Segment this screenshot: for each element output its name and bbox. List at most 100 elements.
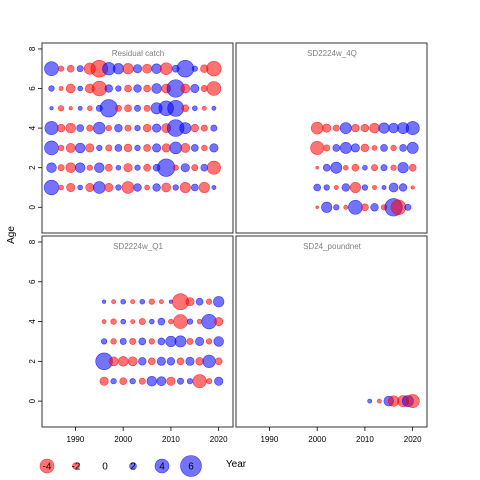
bubble-point xyxy=(399,144,407,152)
bubble-point xyxy=(77,85,83,92)
legend-label: -4 xyxy=(43,462,52,473)
bubble-point xyxy=(127,356,138,367)
legend-bubble xyxy=(180,455,202,477)
panel-title-residual-catch: Residual catch xyxy=(112,49,164,58)
bubble-point xyxy=(123,163,133,173)
bubble-point xyxy=(198,181,210,194)
bubble-point xyxy=(142,123,152,133)
bubble-point xyxy=(152,143,162,153)
bubble-point xyxy=(133,64,143,74)
bubble-point xyxy=(371,145,378,151)
bubble-point xyxy=(349,181,361,194)
y-axis-top: 0 2 4 6 8 xyxy=(28,46,42,209)
bubble-point xyxy=(388,122,399,134)
bubble-point xyxy=(122,63,134,75)
bubble-point xyxy=(351,123,360,133)
bubble-point xyxy=(174,335,187,348)
panel-title-sd2224w-4q: SD2224w_4Q xyxy=(307,49,357,58)
bubble-point xyxy=(99,99,118,118)
bubble-point xyxy=(179,181,191,194)
bubble-point xyxy=(180,83,191,94)
y-tick-label: 0 xyxy=(28,204,37,209)
bubble-point xyxy=(85,183,95,193)
bubble-point xyxy=(186,337,194,345)
bubble-point xyxy=(206,338,213,345)
bubble-point xyxy=(77,105,83,111)
bubble-point xyxy=(191,164,199,172)
bubble-point xyxy=(66,183,76,193)
bubble-point xyxy=(370,203,379,212)
x-tick-label: 2000 xyxy=(114,435,132,444)
bubble-point xyxy=(173,314,188,329)
bubble-point xyxy=(404,203,412,211)
bubble-point xyxy=(405,121,420,136)
bubble-point xyxy=(397,162,409,174)
bubble-point xyxy=(213,296,225,308)
bubble-point xyxy=(148,298,155,305)
bubble-point xyxy=(105,125,112,132)
bubble-point xyxy=(96,144,103,151)
legend-label: 2 xyxy=(130,462,136,473)
y-tick-label: 8 xyxy=(28,239,37,244)
bubble-point xyxy=(186,378,194,385)
panel-frame xyxy=(41,235,234,428)
bubble-point xyxy=(117,356,129,367)
bubble-point xyxy=(65,143,76,153)
bubble-point xyxy=(138,318,146,326)
bubble-point xyxy=(66,64,75,73)
bubble-point xyxy=(133,84,142,93)
bubble-point xyxy=(105,144,113,152)
bubble-point xyxy=(362,164,368,171)
y-tick-label: 2 xyxy=(28,359,37,364)
bubble-point xyxy=(142,63,152,74)
x-axis-left: 1990 2000 2010 2020 xyxy=(67,427,228,444)
bubble-point xyxy=(105,163,113,172)
bubble-point xyxy=(94,162,105,173)
bubble-point xyxy=(44,61,59,76)
x-tick-label: 2010 xyxy=(356,435,374,444)
bubble-point xyxy=(390,144,397,151)
bubble-point xyxy=(206,378,213,385)
bubble-point xyxy=(159,62,173,75)
y-tick-label: 2 xyxy=(28,165,37,170)
bubble-point xyxy=(111,299,116,305)
bubble-point xyxy=(115,164,122,171)
y-tick-label: 4 xyxy=(28,319,37,324)
bubble-point xyxy=(143,104,151,112)
bubble-point xyxy=(323,144,331,152)
bubble-point xyxy=(76,124,84,132)
y-tick-label: 6 xyxy=(28,279,37,284)
bubble-point xyxy=(380,164,388,172)
bubble-point xyxy=(201,144,208,151)
bubble-point xyxy=(120,298,126,305)
bubble-point xyxy=(91,80,107,97)
x-tick-label: 2000 xyxy=(308,435,326,444)
bubble-point xyxy=(332,124,340,132)
bubble-point xyxy=(339,141,352,154)
bubble-point xyxy=(332,144,341,152)
bubble-point xyxy=(343,204,349,210)
bubble-point xyxy=(211,185,217,190)
bubble-point xyxy=(57,65,65,72)
bubble-point xyxy=(57,105,65,112)
bubble-point xyxy=(350,143,360,153)
legend-label: 6 xyxy=(188,462,194,473)
y-axis-title: Age xyxy=(6,226,17,244)
bubble-point xyxy=(191,183,199,192)
bubble-point xyxy=(56,123,66,133)
bubble-point xyxy=(58,184,64,191)
bubble-point xyxy=(313,183,322,192)
bubble-point xyxy=(134,125,141,132)
bubble-point xyxy=(206,298,213,305)
bubble-point xyxy=(49,106,54,111)
bubble-point xyxy=(102,299,107,304)
bubble-point xyxy=(195,297,204,306)
bubble-point xyxy=(43,179,60,196)
bubble-point xyxy=(168,299,173,304)
bubble-point xyxy=(124,124,132,132)
bubble-point xyxy=(101,319,107,324)
bubble-point xyxy=(214,357,223,366)
bubble-point xyxy=(190,84,200,94)
bubble-point xyxy=(360,143,370,153)
bubble-point xyxy=(86,124,94,132)
